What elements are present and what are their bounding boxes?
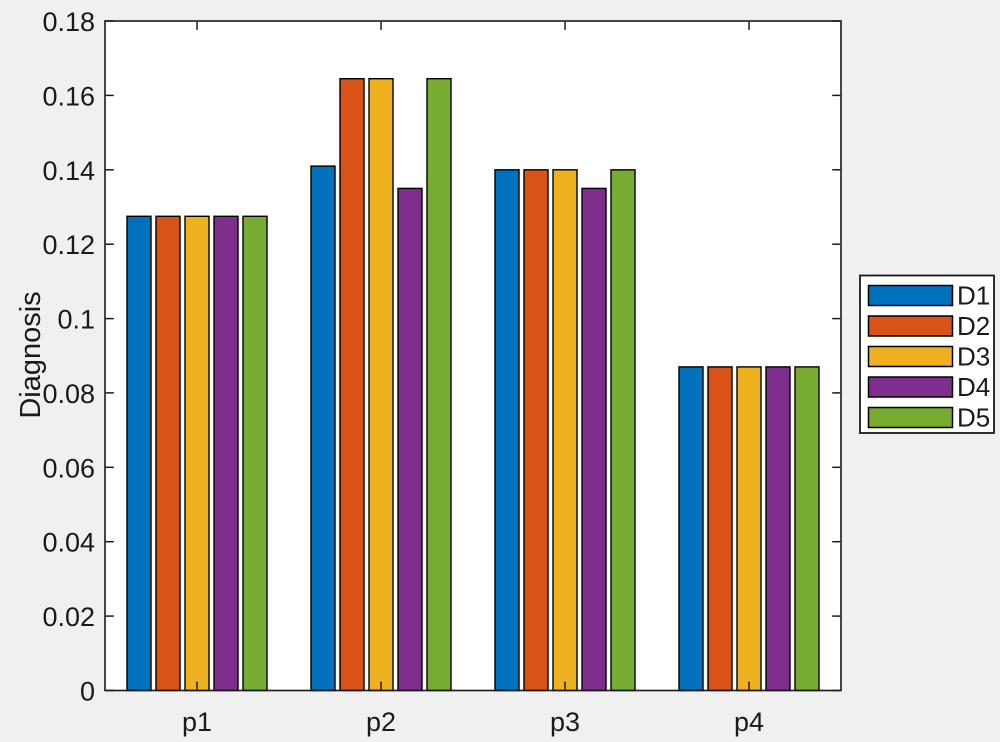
axes-frame	[104, 20, 842, 692]
bar-p1-D4	[213, 215, 239, 692]
x-tick-label: p4	[734, 707, 764, 737]
legend-swatch-D2	[867, 315, 954, 337]
bar-p4-D3	[736, 366, 762, 692]
legend-label-D3: D3	[957, 342, 990, 372]
legend-label-D2: D2	[957, 311, 990, 341]
bar-series-group	[126, 77, 820, 692]
bar-p4-D5	[794, 366, 820, 692]
legend-label-D1: D1	[957, 281, 990, 311]
y-tick-label: 0.02	[42, 602, 95, 632]
y-tick-label: 0	[80, 677, 95, 707]
legend-swatch-D5	[867, 406, 954, 429]
bar-p2-D1	[310, 165, 336, 692]
bar-p3-D3	[552, 169, 578, 692]
y-tick-label: 0.12	[42, 230, 95, 260]
bar-p2-D4	[397, 187, 423, 692]
bar-p3-D1	[494, 169, 520, 692]
y-tick-label: 0.14	[42, 156, 95, 186]
bar-p3-D4	[581, 187, 607, 692]
axis-ticks	[105, 20, 841, 692]
legend-label-D5: D5	[957, 403, 990, 433]
bar-p1-D5	[242, 215, 268, 692]
bar-p4-D1	[678, 366, 704, 692]
legend-swatch-D3	[867, 345, 954, 368]
bar-p4-D4	[765, 366, 791, 692]
legend-swatch-D1	[867, 284, 954, 307]
y-tick-label: 0.1	[57, 305, 95, 335]
x-tick-labels: p1 p2 p3 p4	[182, 707, 764, 737]
bar-p3-D5	[610, 169, 636, 692]
y-tick-label: 0.08	[42, 379, 95, 409]
y-tick-labels: 0 0.02 0.04 0.06 0.08 0.1 0.12 0.14 0.16 0.18	[42, 7, 95, 707]
x-tick-label: p1	[182, 707, 212, 737]
x-tick-label: p3	[550, 707, 580, 737]
bar-p2-D2	[339, 77, 365, 692]
bar-p2-D3	[368, 77, 394, 692]
bar-p1-D3	[184, 215, 210, 692]
bar-p3-D2	[523, 169, 549, 692]
bar-p2-D5	[426, 77, 452, 692]
y-axis-label: Diagnosis	[15, 291, 47, 418]
legend-label-D4: D4	[957, 372, 990, 402]
y-tick-label: 0.16	[42, 81, 95, 111]
bar-p4-D2	[707, 366, 733, 692]
y-tick-label: 0.04	[42, 528, 95, 558]
bar-p1-D2	[155, 215, 181, 692]
y-tick-label: 0.06	[42, 453, 95, 483]
x-tick-label: p2	[366, 707, 396, 737]
y-tick-label: 0.18	[42, 7, 95, 37]
bar-p1-D1	[126, 215, 152, 692]
legend-swatch-D4	[867, 376, 954, 398]
